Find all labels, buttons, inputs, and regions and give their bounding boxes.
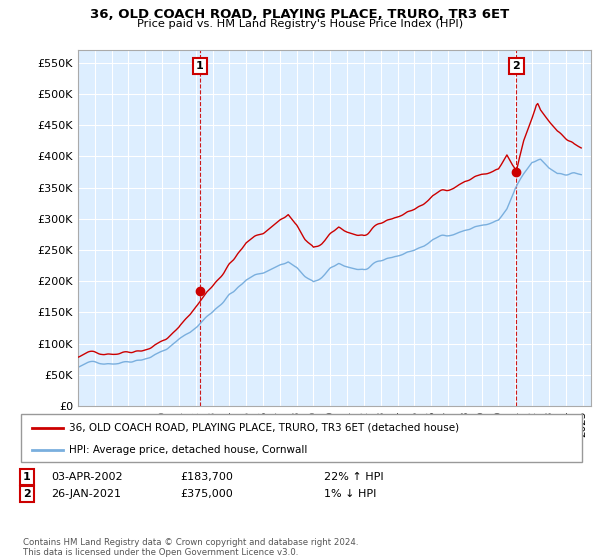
Text: 1: 1 [23, 472, 31, 482]
Text: £183,700: £183,700 [180, 472, 233, 482]
Text: 1: 1 [196, 61, 204, 71]
Text: 1% ↓ HPI: 1% ↓ HPI [324, 489, 376, 499]
Text: 26-JAN-2021: 26-JAN-2021 [51, 489, 121, 499]
Text: 03-APR-2002: 03-APR-2002 [51, 472, 122, 482]
Text: HPI: Average price, detached house, Cornwall: HPI: Average price, detached house, Corn… [68, 445, 307, 455]
Text: £375,000: £375,000 [180, 489, 233, 499]
Text: Contains HM Land Registry data © Crown copyright and database right 2024.
This d: Contains HM Land Registry data © Crown c… [23, 538, 358, 557]
Text: 22% ↑ HPI: 22% ↑ HPI [324, 472, 383, 482]
Text: Price paid vs. HM Land Registry's House Price Index (HPI): Price paid vs. HM Land Registry's House … [137, 19, 463, 29]
Text: 36, OLD COACH ROAD, PLAYING PLACE, TRURO, TR3 6ET: 36, OLD COACH ROAD, PLAYING PLACE, TRURO… [91, 8, 509, 21]
Text: 2: 2 [512, 61, 520, 71]
Text: 2: 2 [23, 489, 31, 499]
FancyBboxPatch shape [21, 414, 582, 462]
Text: 36, OLD COACH ROAD, PLAYING PLACE, TRURO, TR3 6ET (detached house): 36, OLD COACH ROAD, PLAYING PLACE, TRURO… [68, 423, 459, 433]
